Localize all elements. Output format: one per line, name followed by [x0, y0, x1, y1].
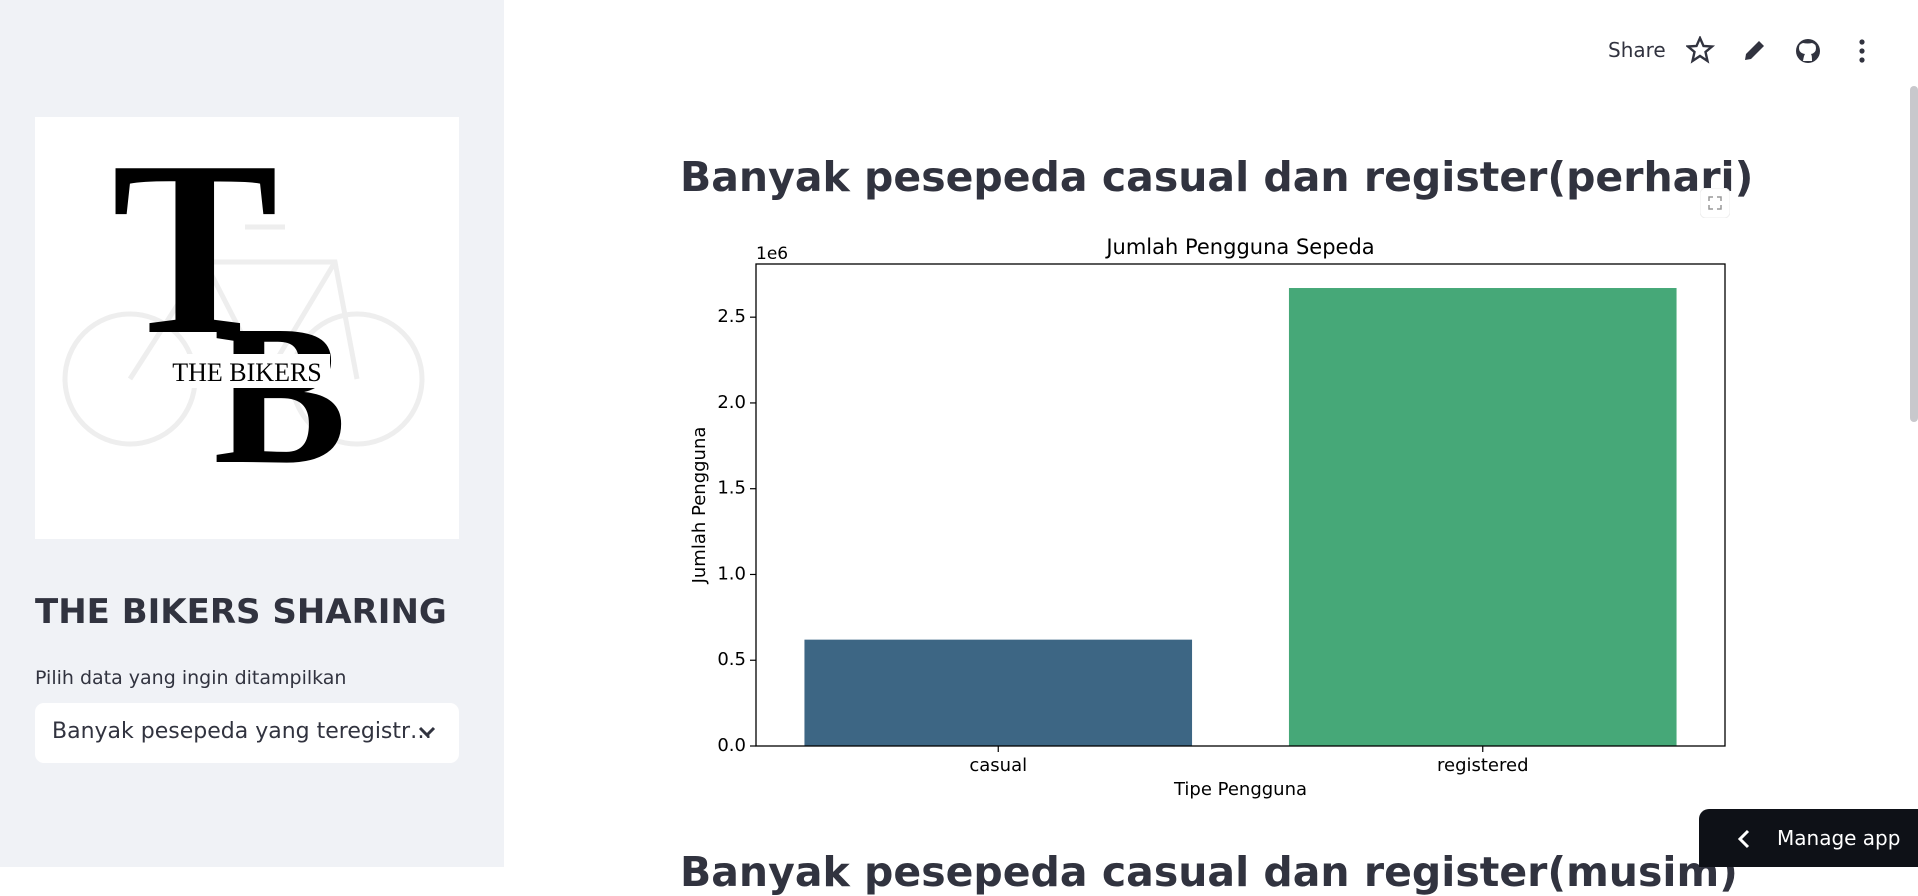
x-tick-label: casual [969, 755, 1027, 776]
y-offset-label: 1e6 [756, 244, 788, 264]
plot-frame [755, 263, 1726, 747]
logo: T B THE BIKERS [35, 110, 459, 539]
manage-app-label: Manage app [1777, 826, 1901, 850]
y-tick-label: 0.5 [717, 649, 746, 670]
x-axis-label: Tipe Pengguna [1173, 779, 1307, 800]
logo-letter: T [112, 117, 279, 387]
section-heading: Banyak pesepeda casual dan register(perh… [680, 153, 1754, 201]
y-tick-label: 2.0 [717, 392, 746, 413]
chart: Jumlah Pengguna Sepeda 1e6 Tipe Pengguna Ju… [689, 235, 1726, 800]
toolbar-icons [1686, 36, 1865, 64]
chart-title: Jumlah Pengguna Sepeda [1104, 235, 1374, 259]
logo-art: T B THE BIKERS [62, 110, 425, 506]
share-button[interactable]: Share [1608, 38, 1666, 62]
section-heading: Banyak pesepeda casual dan register(musi… [680, 848, 1738, 896]
fullscreen-button[interactable] [1700, 188, 1730, 218]
y-axis-label: Jumlah Pengguna [689, 427, 710, 585]
scrollbar[interactable] [1910, 86, 1918, 422]
y-tick-label: 0.0 [717, 735, 746, 756]
sidebar-title: THE BIKERS SHARING [35, 592, 447, 632]
star-icon[interactable] [1686, 36, 1716, 64]
select-value: Banyak pesepeda yang teregistr… [52, 719, 433, 744]
manage-app-button[interactable]: Manage app [1699, 809, 1918, 867]
chevron-left [1737, 829, 1750, 849]
bar [1288, 288, 1677, 746]
logo-text: THE BIKERS [172, 358, 322, 387]
select-box[interactable]: Banyak pesepeda yang teregistr… [35, 703, 459, 763]
x-tick-label: registered [1437, 755, 1529, 776]
y-tick-label: 2.5 [717, 306, 746, 327]
sidebar: T B THE BIKERS THE BIKERS SHARING Pilih … [0, 0, 504, 867]
bar [804, 639, 1193, 746]
logo-letter: B [213, 285, 346, 506]
select-label: Pilih data yang ingin ditampilkan [35, 667, 347, 689]
chevron-down [418, 726, 436, 738]
edit-icon[interactable] [1745, 41, 1764, 60]
menu-icon[interactable] [1859, 39, 1865, 63]
y-tick-label: 1.0 [717, 563, 746, 584]
y-tick-label: 1.5 [717, 478, 746, 499]
